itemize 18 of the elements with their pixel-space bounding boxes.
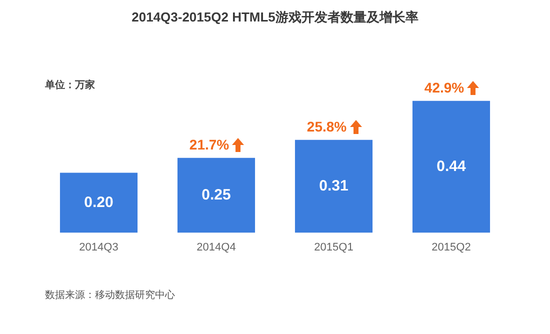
source-note: 数据来源：移动数据研究中心 bbox=[45, 288, 175, 302]
bar bbox=[412, 100, 490, 233]
text: 单位：万家 bbox=[45, 78, 95, 92]
x-tick-label: 2015Q1 bbox=[314, 241, 354, 254]
data-label: 0.31 bbox=[319, 177, 348, 194]
bar bbox=[60, 172, 138, 233]
x-tick-label: 2014Q3 bbox=[79, 241, 118, 254]
bar bbox=[177, 158, 256, 233]
x-tick-label: 2014Q4 bbox=[196, 241, 236, 254]
annotation: 21.7% bbox=[189, 136, 230, 153]
bar bbox=[294, 140, 373, 233]
data-label: 0.25 bbox=[202, 186, 231, 204]
x-tick-label: 2015Q2 bbox=[432, 241, 471, 254]
annotation: 42.9% bbox=[424, 80, 465, 96]
data-label: 0.44 bbox=[436, 158, 466, 175]
annotation: 25.8% bbox=[306, 118, 348, 135]
chart-title: 2014Q3-2015Q2 HTML5游戏开发者数量及增长率 bbox=[132, 9, 418, 24]
data-label: 0.20 bbox=[84, 194, 114, 211]
